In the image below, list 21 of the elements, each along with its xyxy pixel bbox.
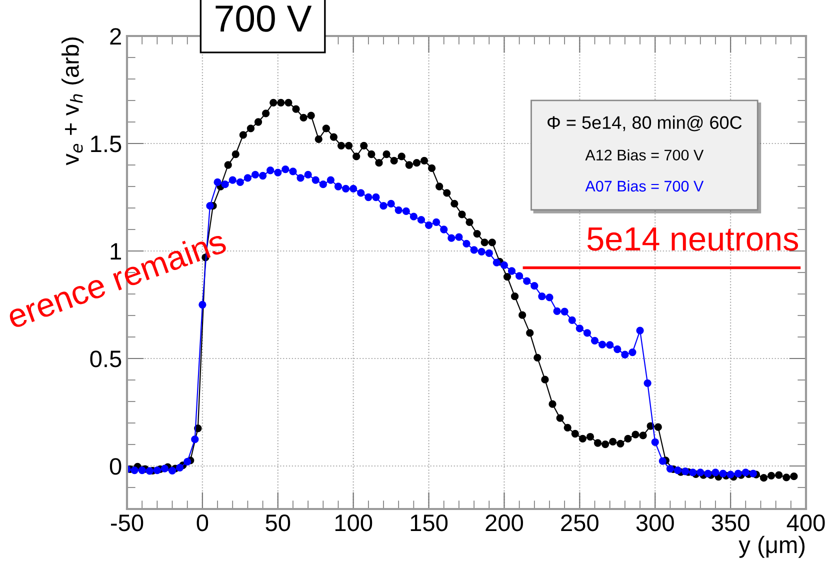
y-tick-label: 0 (110, 458, 122, 475)
x-tick-label: 100 (335, 514, 372, 532)
y-tick-label: 2 (110, 28, 121, 45)
x-tick-label: 400 (786, 514, 825, 532)
x-tick-label: 350 (712, 514, 750, 532)
text: A07 Bias = 700 V (585, 180, 704, 192)
x-tick-label: 0 (196, 514, 208, 532)
x-tick-label: 200 (486, 514, 523, 532)
annotation: 5e14 neutrons (587, 227, 798, 251)
x-tick-label: 150 (410, 514, 448, 532)
chart-title: 700 V (216, 5, 312, 32)
x-axis-title: y (μm) (738, 536, 805, 558)
x-tick-label: 250 (561, 514, 598, 532)
y-tick-label: 0.5 (90, 350, 122, 368)
text: A12 Bias = 700 V (585, 149, 704, 161)
y-tick-label: 1.5 (91, 136, 122, 152)
x-tick-label: -50 (110, 514, 144, 532)
legend-title: Φ = 5e14, 80 min@ 60C (548, 116, 742, 132)
x-tick-label: 50 (266, 514, 290, 532)
x-tick-label: 300 (636, 514, 674, 532)
y-axis-title: v$_{e}$ + v$_{h}$ (arb) (62, 38, 84, 166)
